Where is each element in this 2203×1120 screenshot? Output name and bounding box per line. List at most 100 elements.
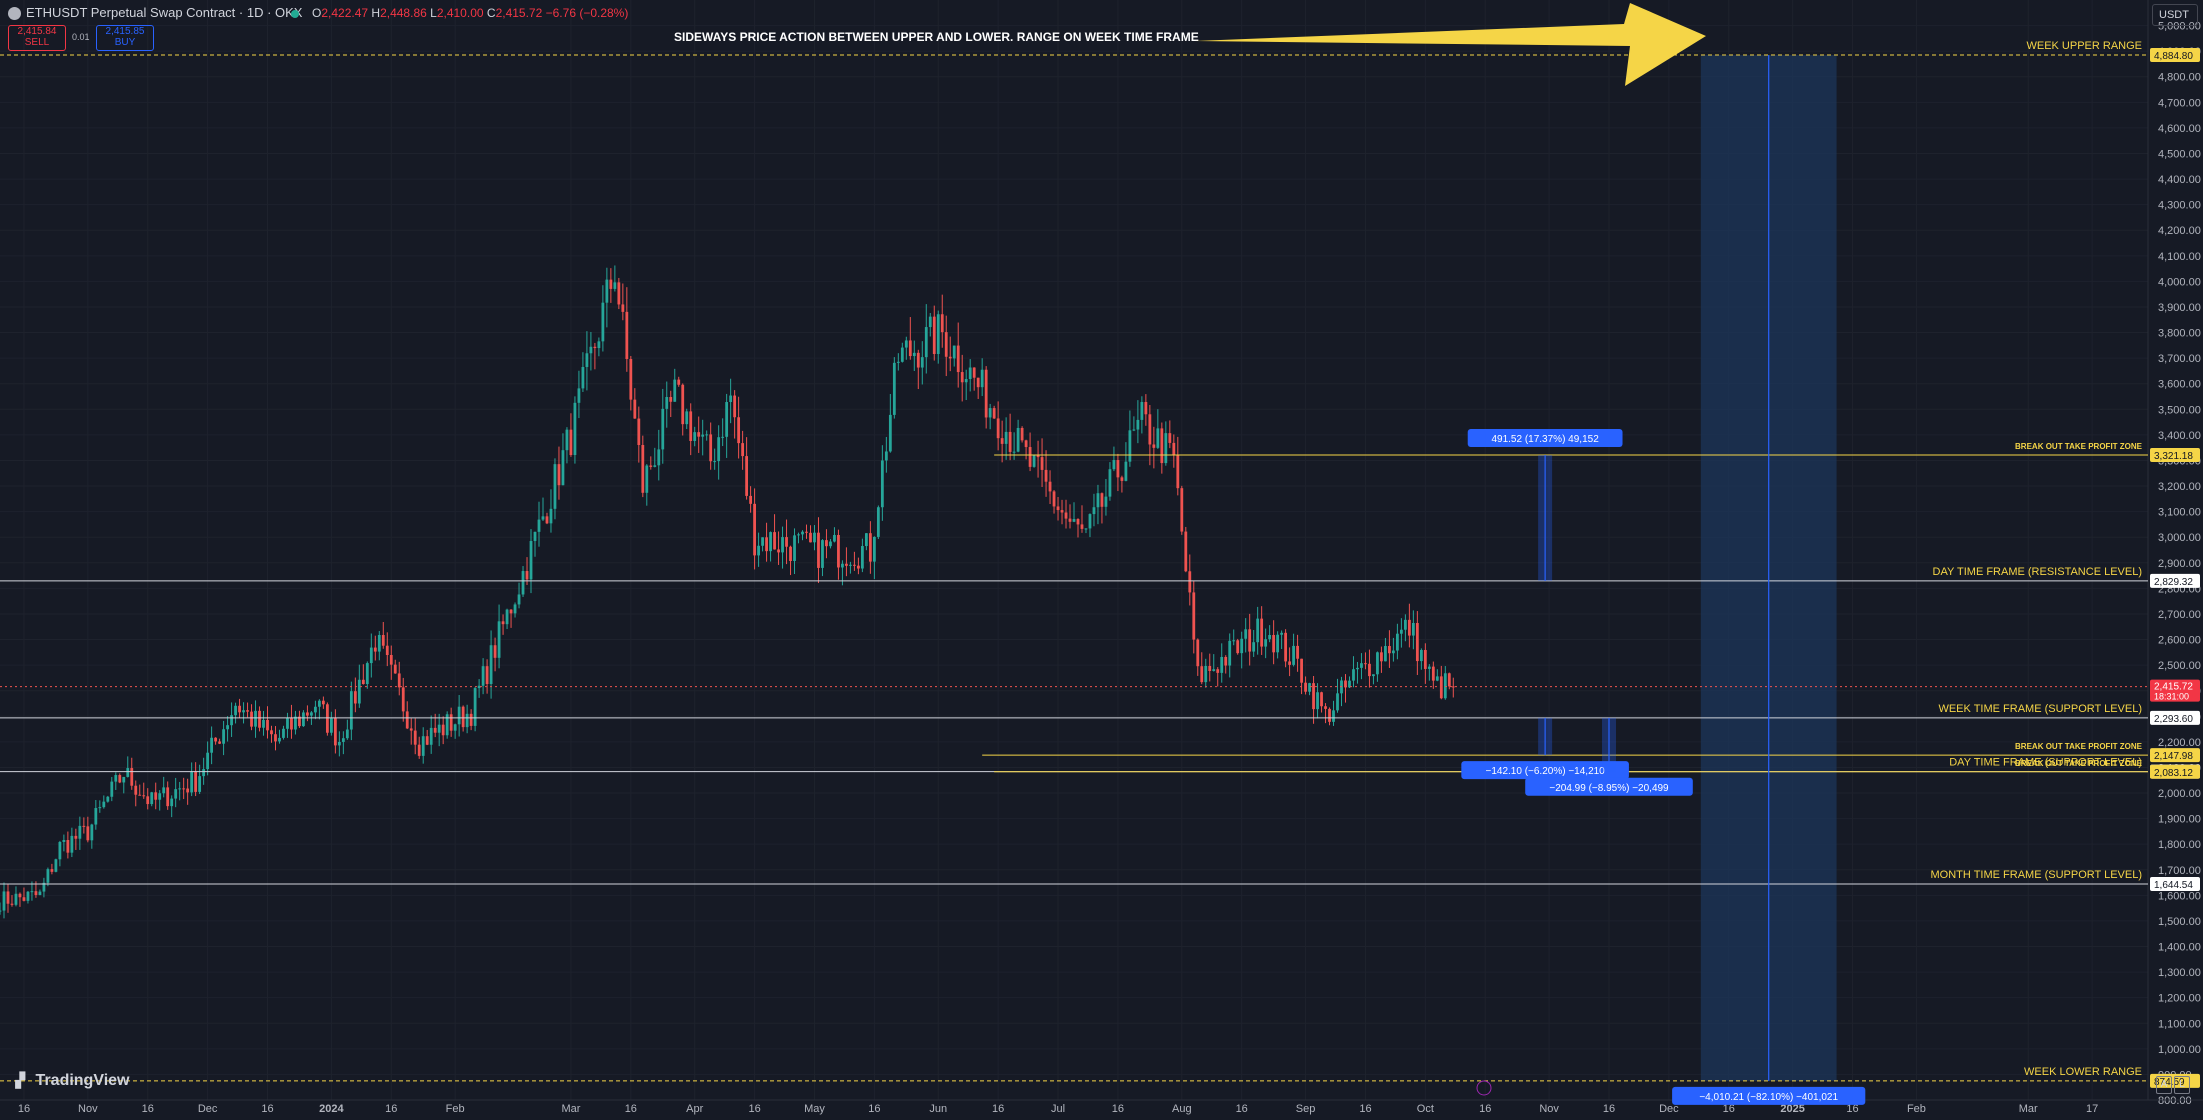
price-tag-text: 1,644.54 (2154, 880, 2193, 891)
x-tick-label: 2025 (1780, 1103, 1804, 1115)
candle-body (18, 893, 22, 898)
price-tag: 874.59 (2150, 1073, 2200, 1088)
candle-body (1176, 454, 1180, 489)
candle-body (425, 736, 429, 745)
x-tick-label: 16 (385, 1103, 397, 1115)
candle-body (753, 503, 756, 556)
brand-name: TradingView (35, 1072, 130, 1089)
candle (1356, 661, 1359, 684)
candle-body (1224, 656, 1228, 666)
candle (1252, 629, 1256, 657)
candle-body (1216, 669, 1220, 673)
auto-scale-button[interactable]: A (2156, 1076, 2172, 1094)
tradingview-logo[interactable]: ▗▘ TradingView (10, 1072, 130, 1090)
candle-body (653, 465, 657, 467)
x-tick-label: Apr (686, 1103, 703, 1115)
candle (1244, 618, 1248, 653)
x-tick-label: 16 (1846, 1103, 1858, 1115)
candle (936, 310, 940, 364)
candle (262, 710, 265, 736)
candle (1156, 409, 1160, 449)
candle (1344, 674, 1347, 703)
candle (513, 602, 517, 618)
candle-body (186, 788, 190, 793)
x-tick-label: 16 (1479, 1103, 1491, 1115)
candles (0, 265, 1455, 919)
candle (952, 345, 956, 367)
candle (633, 388, 637, 419)
price-tag-text: 2,829.32 (2154, 577, 2193, 588)
y-tick-label: 4,600.00 (2158, 123, 2201, 135)
candle-body (964, 379, 968, 383)
level-label: WEEK LOWER RANGE (2024, 1066, 2142, 1078)
candle-body (142, 795, 146, 797)
candle (725, 393, 729, 458)
candle (1368, 649, 1371, 688)
candle-body (318, 700, 321, 707)
candle (845, 547, 848, 577)
candle (1004, 417, 1008, 460)
candle-body (1004, 431, 1008, 444)
candle-body (1423, 649, 1427, 669)
candle (1116, 453, 1120, 492)
currency-selector[interactable]: USDT (2152, 4, 2198, 26)
candle-body (118, 775, 122, 783)
candle-body (1088, 514, 1092, 529)
candle (1431, 661, 1435, 689)
candle-body (393, 664, 397, 674)
buy-button[interactable]: 2,415.85 BUY (96, 25, 154, 51)
candle-body (853, 564, 856, 566)
candle (1451, 677, 1455, 698)
candle-body (1064, 512, 1068, 519)
candle-body (960, 372, 964, 383)
candle (605, 267, 609, 328)
candle-body (306, 712, 309, 716)
candle (102, 795, 106, 809)
candle (501, 614, 505, 635)
candle (581, 352, 585, 392)
candle (517, 582, 521, 609)
annotation-text: SIDEWAYS PRICE ACTION BETWEEN UPPER AND … (674, 30, 1199, 44)
candle (1352, 656, 1355, 688)
candle (928, 313, 932, 337)
measure-tool: 491.52 (17.37%) 49,152 (1467, 429, 1623, 581)
candle (864, 533, 868, 551)
candle-body (880, 460, 884, 508)
price-tag-text: 2,147.98 (2154, 751, 2193, 762)
candle (717, 425, 721, 480)
y-tick-label: 1,100.00 (2158, 1018, 2201, 1030)
candle (1304, 676, 1307, 695)
candle-body (1208, 665, 1212, 671)
candle (1024, 439, 1028, 460)
candle (1108, 462, 1112, 501)
candle-body (322, 700, 325, 705)
buy-price: 2,415.85 (105, 26, 145, 37)
candle-body (302, 712, 305, 727)
candle-body (940, 314, 944, 333)
candle (393, 659, 397, 674)
candle-body (6, 891, 10, 904)
candle (258, 706, 261, 732)
candle (182, 777, 186, 800)
candle-body (1244, 629, 1248, 639)
candle-body (1084, 528, 1088, 530)
candle (178, 781, 182, 801)
candle (940, 294, 944, 348)
candle-body (146, 796, 150, 805)
candle-body (545, 516, 549, 524)
candle (489, 630, 493, 699)
candle-body (122, 776, 126, 783)
log-scale-button[interactable]: L (2174, 1076, 2190, 1094)
candle (298, 710, 301, 728)
candle-body (1008, 431, 1012, 452)
x-tick-label: Nov (1539, 1103, 1559, 1115)
candle-body (944, 332, 948, 357)
measure-label: −142.10 (−6.20%) −14,210 (1485, 766, 1605, 777)
candle (860, 538, 864, 573)
candle (314, 700, 317, 720)
candle (118, 773, 122, 784)
sell-button[interactable]: 2,415.84 SELL (8, 25, 66, 51)
candle-body (757, 545, 760, 556)
symbol-title[interactable]: ETHUSDT Perpetual Swap Contract · 1D · O… (26, 5, 303, 20)
